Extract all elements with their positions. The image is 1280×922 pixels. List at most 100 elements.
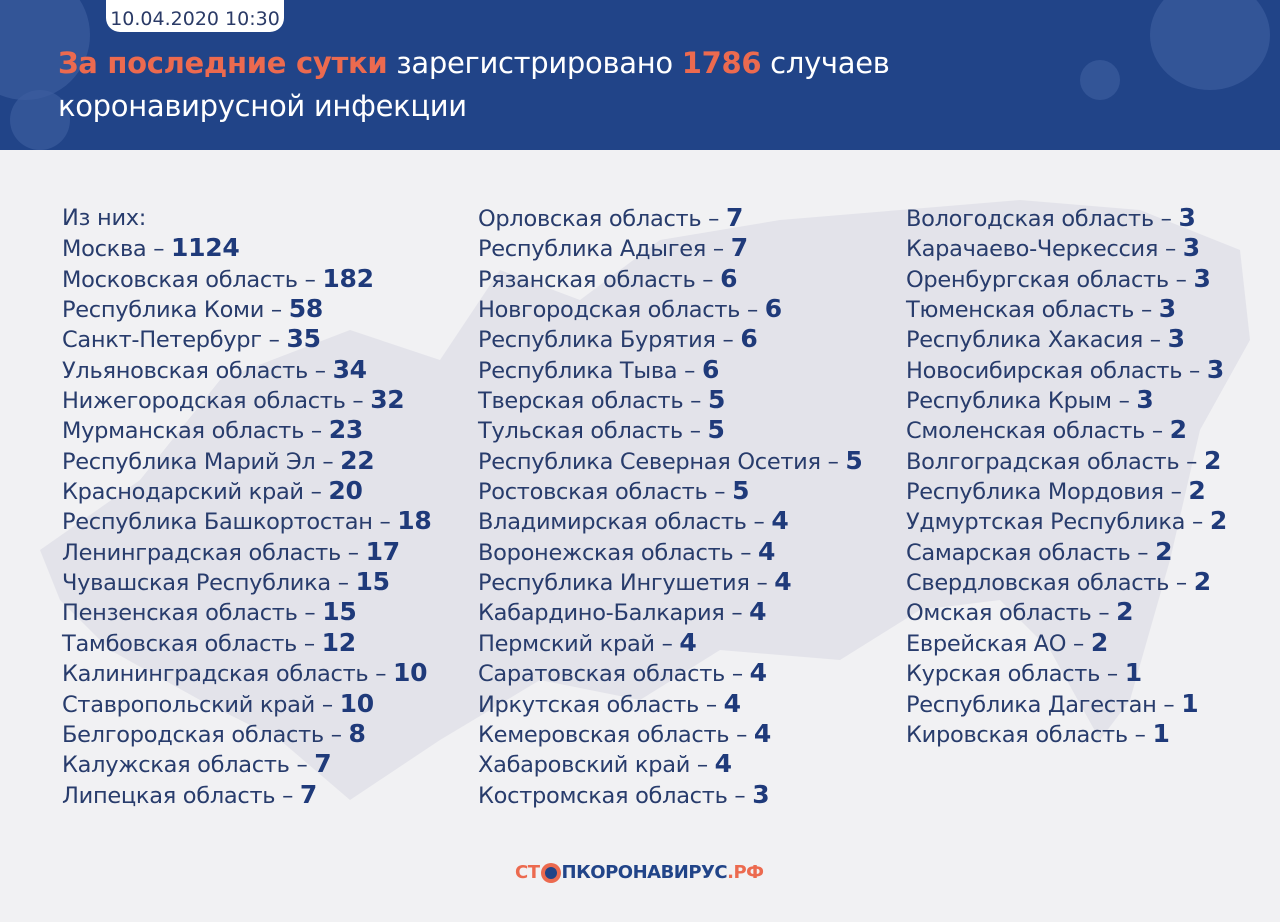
region-row: Республика Ингушетия – 4 [478, 567, 792, 597]
region-row: Республика Бурятия – 6 [478, 324, 758, 354]
region-name: Кабардино-Балкария [478, 600, 725, 627]
region-name: Новгородская область [478, 297, 741, 324]
region-row: Вологодская область – 3 [906, 203, 1196, 232]
region-name: Калужская область [62, 752, 290, 779]
region-column-1: Из них: Москва – 1124 Московская область … [62, 203, 432, 810]
case-count: 12 [321, 627, 357, 657]
case-count: 3 [1158, 294, 1176, 324]
region-row: Новгородская область – 6 [478, 294, 782, 324]
region-row: Тульская область – 5 [478, 415, 725, 445]
total-count: 1786 [681, 46, 762, 80]
region-name: Кировская область [906, 721, 1128, 748]
case-count: 3 [1136, 385, 1154, 415]
region-row: Республика Марий Эл – 22 [62, 445, 375, 475]
case-count: 2 [1209, 506, 1227, 536]
region-name: Пензенская область [62, 600, 298, 627]
region-row: Костромская область – 3 [478, 779, 770, 809]
case-count: 3 [1193, 263, 1211, 293]
region-row: Республика Башкортостан – 18 [62, 506, 432, 536]
case-count: 3 [1167, 324, 1185, 354]
region-name: Курская область [906, 661, 1101, 688]
case-count: 182 [322, 263, 374, 293]
region-row: Карачаево-Черкессия – 3 [906, 233, 1200, 263]
title-text: случаев [761, 46, 890, 80]
region-name: Республика Тыва [478, 357, 678, 384]
region-name: Республика Северная Осетия [478, 448, 821, 475]
region-name: Ленинградская область [62, 539, 341, 566]
region-name: Республика Дагестан [906, 691, 1157, 718]
region-row: Ставропольский край – 10 [62, 688, 374, 718]
header-banner: 10.04.2020 10:30 За последние сутки заре… [0, 0, 1280, 150]
region-row: Смоленская область – 2 [906, 415, 1187, 445]
region-name: Республика Марий Эл [62, 448, 316, 475]
region-row: Свердловская область – 2 [906, 567, 1211, 597]
region-row: Тверская область – 5 [478, 385, 726, 415]
region-name: Владимирская область [478, 509, 747, 536]
case-count: 4 [723, 688, 741, 718]
case-count: 17 [365, 536, 401, 566]
case-count: 7 [314, 749, 332, 779]
region-row: Самарская область – 2 [906, 536, 1173, 566]
region-row: Республика Хакасия – 3 [906, 324, 1185, 354]
region-name: Тульская область [478, 418, 683, 445]
region-row: Кемеровская область – 4 [478, 718, 771, 748]
region-name: Санкт-Петербург [62, 327, 262, 354]
region-name: Вологодская область [906, 206, 1154, 232]
case-count: 6 [701, 354, 720, 384]
region-row: Москва – 1124 [62, 233, 240, 263]
region-name: Липецкая область [62, 782, 276, 809]
region-name: Костромская область [478, 782, 728, 809]
case-count: 2 [1188, 476, 1206, 506]
logo-text: .РФ [727, 862, 764, 883]
region-name: Рязанская область [478, 266, 696, 293]
region-row: Краснодарский край – 20 [62, 476, 363, 506]
region-name: Республика Хакасия [906, 327, 1143, 354]
region-row: Республика Мордовия – 2 [906, 476, 1206, 506]
region-row: Владимирская область – 4 [478, 506, 789, 536]
case-count: 8 [348, 718, 366, 748]
case-count: 22 [340, 445, 375, 475]
region-row: Пензенская область – 15 [62, 597, 357, 627]
case-count: 32 [370, 385, 405, 415]
case-count: 4 [714, 749, 732, 779]
case-count: 10 [393, 658, 428, 688]
region-name: Воронежская область [478, 539, 734, 566]
case-count: 7 [299, 779, 317, 809]
virus-decoration [1080, 60, 1120, 100]
region-row: Тамбовская область – 12 [62, 627, 357, 657]
case-count: 23 [328, 415, 364, 445]
logo-text: ПКОРОНАВИРУС [561, 862, 728, 883]
region-name: Москва [62, 236, 147, 263]
region-row: Рязанская область – 6 [478, 263, 738, 293]
region-row: Липецкая область – 7 [62, 779, 317, 809]
region-row: Курская область – 1 [906, 658, 1142, 688]
case-count: 2 [1090, 627, 1108, 657]
russia-map-background [40, 200, 1250, 800]
case-count: 15 [322, 597, 357, 627]
region-name: Республика Мордовия [906, 479, 1164, 506]
case-count: 5 [732, 476, 750, 506]
case-count: 3 [752, 779, 770, 809]
region-name: Кемеровская область [478, 721, 730, 748]
region-name: Республика Бурятия [478, 327, 716, 354]
case-count: 15 [355, 567, 391, 597]
case-count: 4 [774, 567, 792, 597]
case-count: 6 [764, 294, 782, 324]
region-name: Свердловская область [906, 570, 1170, 597]
region-row: Мурманская область – 23 [62, 415, 364, 445]
region-row: Республика Северная Осетия – 5 [478, 445, 863, 475]
region-name: Смоленская область [906, 418, 1145, 445]
title-text: зарегистрировано [387, 46, 682, 80]
region-name: Республика Крым [906, 388, 1112, 415]
case-count: 2 [1203, 445, 1222, 475]
region-name: Иркутская область [478, 691, 700, 718]
region-column-2: Орловская область – 7 Республика Адыгея –… [478, 203, 863, 810]
region-name: Ульяновская область [62, 357, 308, 384]
stopcoronavirus-logo: СТ ПКОРОНАВИРУС .РФ [515, 862, 764, 883]
case-count: 1 [1181, 688, 1199, 718]
region-row: Саратовская область – 4 [478, 658, 767, 688]
region-row: Республика Дагестан – 1 [906, 688, 1199, 718]
case-count: 6 [740, 324, 758, 354]
region-row: Калужская область – 7 [62, 749, 332, 779]
region-row: Орловская область – 7 [478, 203, 744, 232]
